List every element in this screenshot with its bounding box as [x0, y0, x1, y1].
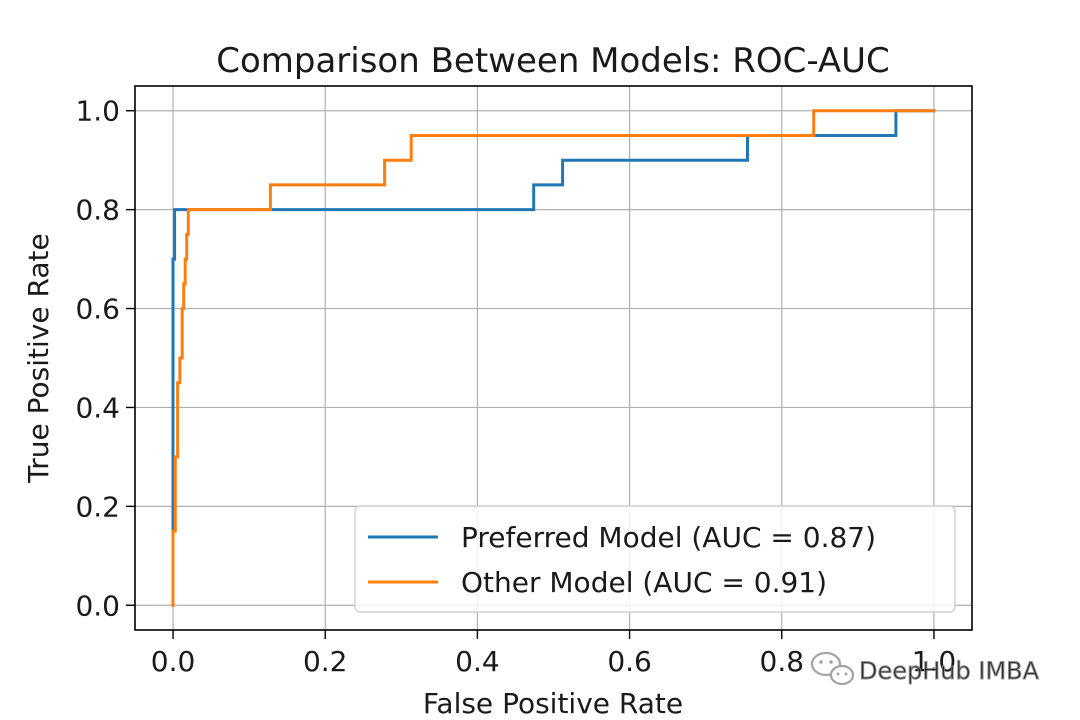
grid-lines: [135, 86, 972, 630]
axis-ticks: 0.0 0.2 0.4 0.6 0.8 1.0 0.0 0.2 0.4 0.6 0.8 1.0: [75, 95, 956, 678]
y-tick-label: 0.8: [75, 194, 120, 227]
x-tick-label: 0.4: [455, 645, 500, 678]
watermark: DeepHub IMBA: [810, 651, 1040, 686]
y-tick-label: 0.0: [75, 589, 120, 622]
legend: Preferred Model (AUC = 0.87) Other Model…: [354, 505, 956, 613]
x-tick-label: 0.0: [151, 645, 196, 678]
chart-title: Comparison Between Models: ROC-AUC: [216, 41, 890, 81]
legend-label-preferred: Preferred Model (AUC = 0.87): [461, 521, 876, 554]
x-tick-label: 0.6: [607, 645, 652, 678]
legend-box: [354, 505, 956, 613]
other-model-line: [171, 109, 936, 607]
x-tick-label: 1.0: [912, 645, 957, 678]
y-tick-label: 0.2: [75, 490, 120, 523]
series-lines: [171, 109, 936, 607]
x-tick-label: 0.2: [303, 645, 348, 678]
wechat-icon: [810, 651, 855, 686]
x-tick-label: 0.8: [760, 645, 805, 678]
legend-label-other: Other Model (AUC = 0.91): [461, 566, 827, 599]
preferred-model-line: [171, 109, 936, 607]
plot-frame: [134, 85, 973, 631]
y-tick-label: 1.0: [75, 95, 120, 128]
watermark-text: DeepHub IMBA: [859, 657, 1040, 685]
y-tick-label: 0.4: [75, 391, 120, 424]
x-axis-label: False Positive Rate: [423, 687, 683, 720]
y-tick-label: 0.6: [75, 293, 120, 326]
y-axis-label: True Positive Rate: [22, 233, 55, 483]
